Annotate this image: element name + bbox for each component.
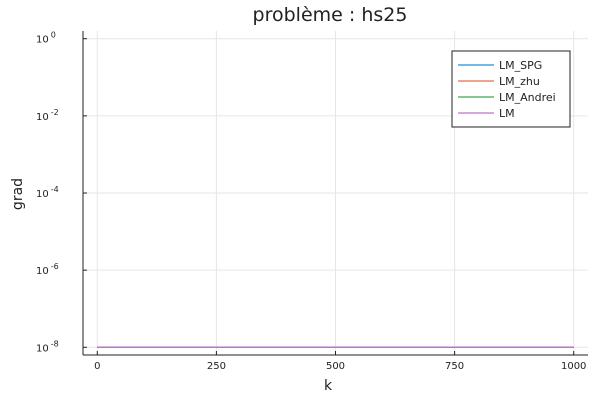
legend-box: [451, 50, 571, 128]
legend-label: LM_zhu: [499, 75, 540, 88]
y-tick-base: 10: [36, 35, 49, 46]
y-tick-exponent: -6: [51, 262, 59, 271]
y-tick-exponent: 0: [51, 31, 56, 40]
y-tick-base: 10: [36, 343, 49, 354]
x-tick-label: 750: [445, 361, 464, 372]
y-tick-label: 10 0: [36, 31, 56, 46]
y-tick-label: 10 -4: [36, 185, 59, 200]
x-tick-label: 500: [326, 361, 345, 372]
y-tick-label: 10 -8: [36, 339, 59, 354]
y-tick-label: 10 -2: [36, 108, 59, 123]
x-tick-label: 250: [207, 361, 226, 372]
y-tick-exponent: -8: [51, 339, 59, 348]
x-tick-label: 1000: [561, 361, 586, 372]
legend-label: LM_SPG: [499, 59, 542, 72]
legend: LM_SPG LM_zhu LM_Andrei LM: [451, 50, 571, 128]
y-tick-exponent: -2: [51, 108, 59, 117]
y-tick-base: 10: [36, 112, 49, 123]
y-tick-base: 10: [36, 266, 49, 277]
x-tick-label: 0: [94, 361, 100, 372]
y-tick-exponent: -4: [51, 185, 59, 194]
chart-title: problème : hs25: [253, 4, 408, 26]
y-tick-base: 10: [36, 189, 49, 200]
axes: [82, 31, 588, 356]
x-axis-label: k: [324, 378, 333, 394]
legend-label: LM: [499, 107, 515, 120]
legend-label: LM_Andrei: [499, 91, 556, 104]
y-axis-label: grad: [10, 178, 26, 210]
y-tick-label: 10 -6: [36, 262, 59, 277]
